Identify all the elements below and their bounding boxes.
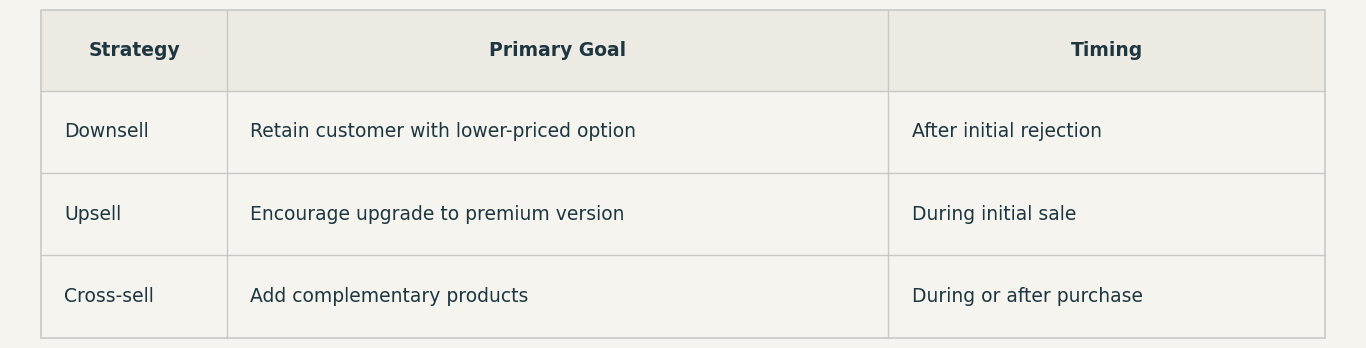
Text: Timing: Timing: [1071, 41, 1143, 60]
Text: During or after purchase: During or after purchase: [911, 287, 1142, 306]
Text: Strategy: Strategy: [89, 41, 180, 60]
Text: Add complementary products: Add complementary products: [250, 287, 529, 306]
Text: Primary Goal: Primary Goal: [489, 41, 627, 60]
Text: Encourage upgrade to premium version: Encourage upgrade to premium version: [250, 205, 624, 223]
Text: After initial rejection: After initial rejection: [911, 122, 1101, 141]
Text: Cross-sell: Cross-sell: [64, 287, 154, 306]
Text: Upsell: Upsell: [64, 205, 122, 223]
Bar: [41, 255, 1325, 338]
Text: Downsell: Downsell: [64, 122, 149, 141]
Bar: [41, 173, 1325, 255]
Text: During initial sale: During initial sale: [911, 205, 1076, 223]
Bar: [41, 90, 1325, 173]
Bar: [41, 10, 1325, 90]
Text: Retain customer with lower-priced option: Retain customer with lower-priced option: [250, 122, 637, 141]
